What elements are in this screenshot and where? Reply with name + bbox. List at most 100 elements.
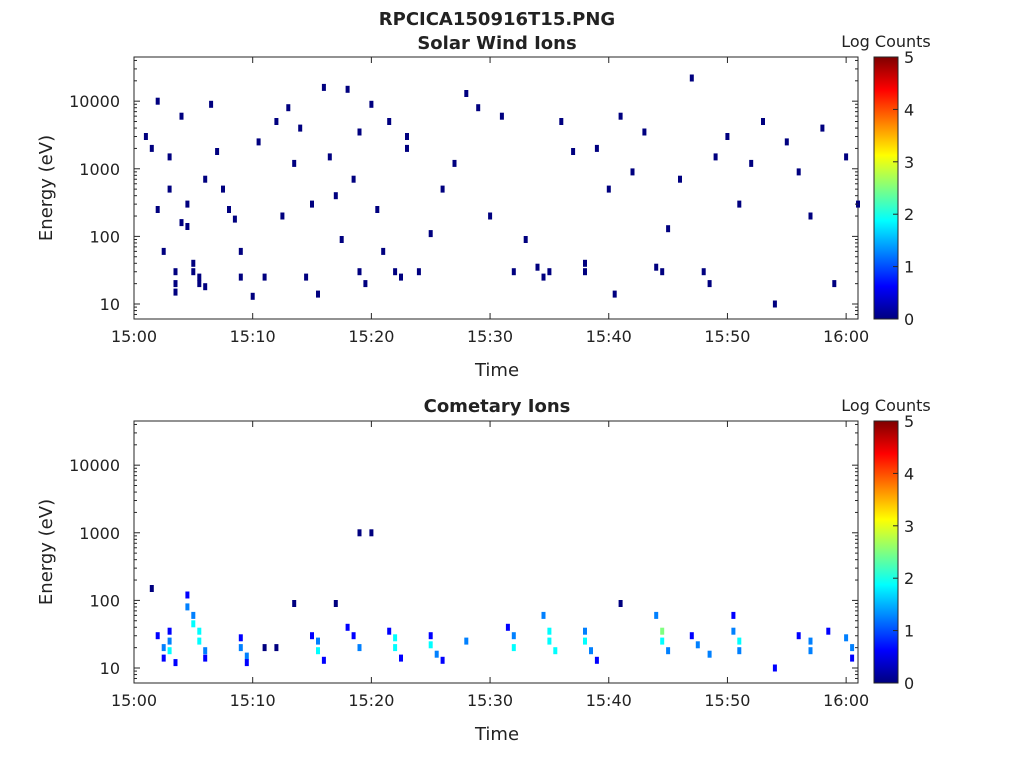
heatmap-cell	[428, 632, 433, 640]
heatmap-cell	[547, 637, 552, 645]
colorbar-label-cometary: Log Counts	[841, 396, 931, 415]
heatmap-cell	[731, 611, 736, 619]
colorbar-tick-label: 5	[904, 412, 914, 431]
heatmap-cell	[209, 100, 214, 108]
colorbar-tick-label: 4	[904, 100, 914, 119]
heatmap-cell	[381, 247, 386, 255]
heatmap-cell	[173, 280, 178, 288]
heatmap-cell	[505, 623, 510, 631]
heatmap-cell	[203, 283, 208, 291]
figure-title: RPCICA150916T15.PNG	[379, 9, 615, 30]
heatmap-cell	[523, 236, 528, 243]
heatmap-cell	[654, 611, 659, 619]
heatmap-cell	[179, 219, 184, 227]
heatmap-cell	[583, 627, 587, 635]
heatmap-cell	[725, 133, 730, 140]
colorbar-tick-label: 2	[904, 569, 914, 588]
heatmap-cell	[345, 623, 350, 631]
x-tick-label: 15:40	[586, 691, 632, 710]
heatmap-cell	[321, 83, 326, 91]
heatmap-cell	[357, 268, 362, 276]
y-tick-label: 10000	[69, 456, 120, 475]
x-axis-solar-wind: 15:00 15:10 15:20 15:30 15:40 15:50 16:00	[111, 57, 869, 346]
heatmap-cell	[399, 273, 403, 281]
heatmap-cell	[191, 611, 196, 619]
heatmap-cell	[405, 144, 409, 152]
heatmap-cell	[642, 128, 647, 136]
heatmap-cell	[707, 280, 712, 288]
heatmap-cell	[197, 637, 202, 645]
heatmap-cell	[155, 97, 160, 105]
x-tick-label: 15:00	[111, 327, 157, 346]
heatmap-cell	[292, 159, 297, 167]
heatmap-cell	[594, 656, 599, 664]
y-tick-label: 100	[89, 591, 120, 610]
heatmap-cell	[155, 632, 160, 640]
heatmap-cell	[808, 647, 813, 655]
x-tick-label: 15:20	[348, 691, 394, 710]
heatmap-cell	[796, 168, 801, 176]
heatmap-cell	[167, 627, 172, 635]
heatmap-cell	[310, 200, 314, 208]
heatmap-cell	[167, 637, 172, 645]
heatmap-cell	[191, 620, 196, 628]
heatmap-cell	[476, 104, 481, 112]
heatmap-cell	[185, 200, 190, 208]
heatmap-cell	[511, 268, 516, 276]
y-axis-label-cometary: Energy (eV)	[36, 499, 57, 605]
heatmap-cell	[541, 273, 546, 281]
heatmap-cell	[316, 290, 320, 298]
y-tick-label: 10	[100, 295, 120, 314]
plot-frame-cometary	[133, 420, 859, 684]
heatmap-cell	[589, 647, 593, 655]
heatmap-cell	[173, 268, 178, 276]
heatmap-cell	[292, 600, 297, 607]
heatmap-cell	[167, 153, 172, 161]
heatmap-cell	[630, 168, 635, 176]
heatmap-cell	[197, 627, 202, 635]
colorbar-tick-label: 0	[904, 674, 914, 693]
heatmap-cell	[161, 247, 166, 255]
heatmap-cell	[351, 632, 356, 640]
heatmap-cell	[143, 133, 148, 140]
x-tick-label: 15:20	[348, 327, 394, 346]
heatmap-cell	[262, 644, 267, 652]
heatmap-cell	[203, 654, 208, 662]
plot-frame-solar-wind	[133, 56, 859, 320]
heatmap-cell	[387, 627, 392, 635]
x-tick-label: 15:10	[230, 691, 276, 710]
heatmap-cell	[583, 637, 587, 645]
heatmap-cell	[666, 225, 671, 233]
heatmap-cell	[173, 288, 178, 296]
heatmap-cell	[316, 647, 320, 655]
y-tick-label: 1000	[79, 160, 120, 179]
heatmap-cell	[654, 263, 659, 271]
y-tick-label: 10	[100, 659, 120, 678]
x-tick-label: 15:00	[111, 691, 157, 710]
heatmap-cell	[393, 268, 398, 276]
heatmap-cell	[203, 647, 208, 655]
colorbar-tick-label: 1	[904, 258, 914, 277]
x-tick-label: 15:10	[230, 327, 276, 346]
panel-title-solar-wind: Solar Wind Ions	[417, 33, 576, 54]
heatmap-cell	[197, 280, 202, 288]
heatmap-cell	[499, 112, 504, 120]
heatmap-cell	[333, 192, 338, 200]
heatmap-cell	[772, 664, 777, 672]
heatmap-cell	[749, 159, 754, 167]
heatmap-cell	[606, 185, 611, 193]
heatmap-cell	[618, 600, 623, 607]
heatmap-cell	[399, 654, 403, 662]
heatmap-cell	[280, 212, 285, 220]
x-tick-label: 15:50	[704, 327, 750, 346]
panel-title-cometary: Cometary Ions	[424, 396, 571, 417]
heatmap-cell	[772, 300, 777, 308]
heatmap-cell	[826, 627, 831, 635]
heatmap-cell	[844, 153, 849, 161]
heatmap-cell	[167, 647, 172, 655]
heatmap-cell	[452, 159, 457, 167]
heatmap-cell	[689, 632, 694, 640]
colorbar-gradient-solar-wind	[873, 56, 899, 320]
heatmap-cell	[488, 212, 493, 220]
heatmap-cell	[203, 175, 208, 183]
